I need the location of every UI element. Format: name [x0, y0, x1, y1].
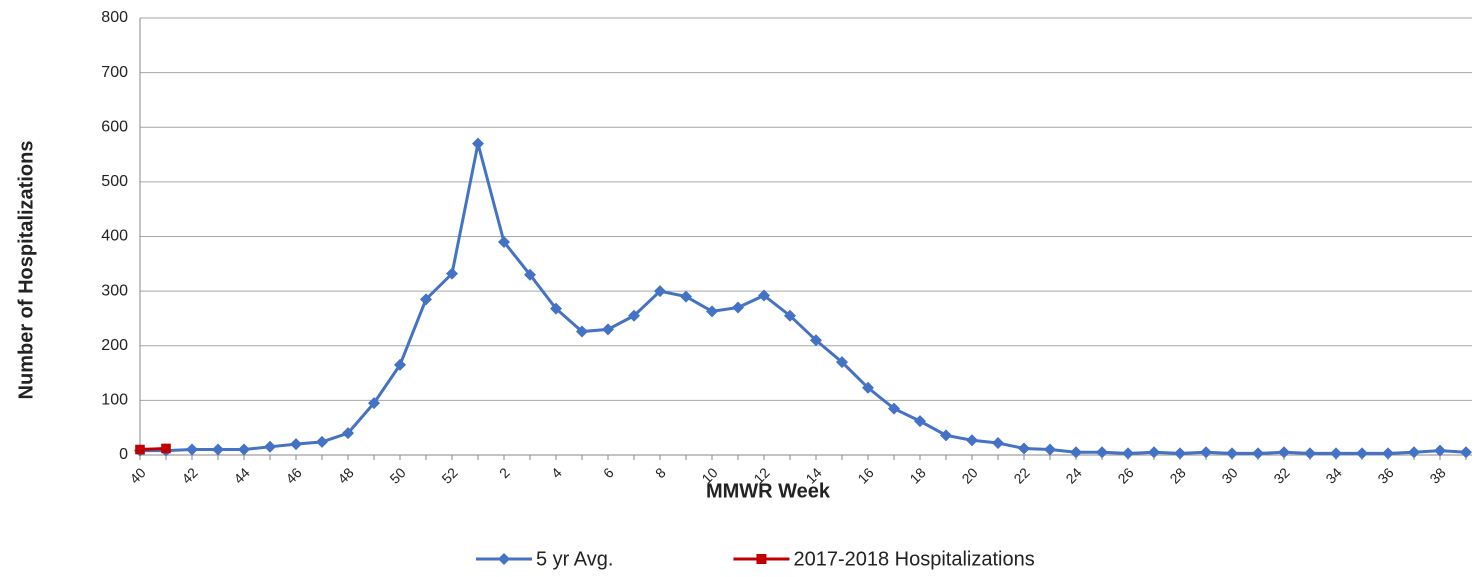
x-tick-label: 40	[126, 464, 148, 486]
x-tick-label: 22	[1010, 464, 1032, 486]
point	[732, 301, 744, 314]
y-tick-label: 800	[101, 9, 128, 26]
point	[264, 440, 276, 453]
point	[940, 429, 952, 442]
x-tick-label: 44	[230, 464, 252, 486]
y-tick-label: 500	[101, 173, 128, 190]
point	[1044, 443, 1056, 456]
x-tick-label: 34	[1322, 464, 1344, 486]
x-tick-label: 42	[178, 464, 200, 486]
point	[161, 443, 171, 454]
point	[212, 443, 224, 456]
point	[342, 427, 354, 440]
x-tick-label: 8	[652, 464, 669, 481]
point	[472, 137, 484, 150]
point	[602, 323, 614, 336]
point	[1460, 446, 1472, 459]
point	[524, 268, 536, 281]
point	[550, 302, 562, 315]
legend-marker	[498, 553, 510, 565]
point	[1434, 444, 1446, 457]
point	[966, 434, 978, 447]
x-tick-label: 46	[282, 464, 304, 486]
point	[1070, 446, 1082, 459]
y-tick-label: 600	[101, 118, 128, 135]
point	[888, 402, 900, 415]
x-tick-label: 24	[1062, 464, 1084, 486]
x-tick-label: 4	[548, 464, 565, 481]
legend-label: 5 yr Avg.	[536, 548, 613, 570]
point	[1226, 447, 1238, 460]
x-tick-label: 2	[496, 464, 513, 481]
x-tick-label: 6	[600, 464, 617, 481]
point	[1408, 446, 1420, 459]
point	[576, 325, 588, 338]
x-tick-label: 18	[906, 464, 928, 486]
x-tick-label: 20	[958, 464, 980, 486]
point	[394, 358, 406, 371]
x-tick-label: 30	[1218, 464, 1240, 486]
point	[1148, 446, 1160, 459]
y-tick-label: 200	[101, 337, 128, 354]
point	[706, 305, 718, 318]
point	[238, 443, 250, 456]
y-tick-label: 100	[101, 392, 128, 409]
point	[654, 285, 666, 298]
y-tick-label: 400	[101, 228, 128, 245]
x-tick-label: 26	[1114, 464, 1136, 486]
point	[1330, 447, 1342, 460]
x-tick-label: 32	[1270, 464, 1292, 486]
x-tick-label: 36	[1374, 464, 1396, 486]
x-tick-label: 16	[854, 464, 876, 486]
point	[135, 444, 145, 455]
y-tick-label: 0	[119, 446, 128, 463]
x-axis-title: MMWR Week	[706, 480, 831, 502]
x-tick-label: 48	[334, 464, 356, 486]
legend-label: 2017-2018 Hospitalizations	[793, 548, 1034, 570]
point	[628, 309, 640, 322]
point	[914, 415, 926, 428]
point	[1122, 447, 1134, 460]
point	[1356, 447, 1368, 460]
point	[810, 334, 822, 347]
point	[1200, 446, 1212, 459]
point	[1018, 442, 1030, 455]
point	[1304, 447, 1316, 460]
point	[836, 356, 848, 369]
point	[1278, 446, 1290, 459]
point	[290, 438, 302, 451]
point	[1252, 447, 1264, 460]
point	[446, 267, 458, 280]
point	[784, 309, 796, 322]
y-tick-label: 700	[101, 64, 128, 81]
point	[316, 435, 328, 448]
legend-marker	[756, 554, 767, 564]
point	[992, 436, 1004, 449]
y-tick-label: 300	[101, 282, 128, 299]
point	[186, 443, 198, 456]
y-axis-title: Number of Hospitalizations	[15, 141, 37, 400]
x-tick-label: 28	[1166, 464, 1188, 486]
series-line	[140, 143, 1467, 455]
point	[758, 289, 770, 302]
x-tick-label: 50	[386, 464, 408, 486]
point	[1382, 447, 1394, 460]
point	[498, 235, 510, 248]
point	[862, 381, 874, 394]
point	[368, 397, 380, 410]
point	[420, 293, 432, 306]
point	[1096, 446, 1108, 459]
point	[1174, 447, 1186, 460]
point	[680, 290, 692, 303]
x-tick-label: 52	[438, 464, 460, 486]
x-tick-label: 38	[1426, 464, 1448, 486]
